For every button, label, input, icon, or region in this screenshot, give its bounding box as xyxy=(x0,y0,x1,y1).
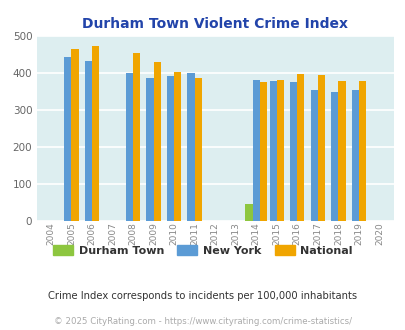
Legend: Durham Town, New York, National: Durham Town, New York, National xyxy=(49,241,356,260)
Title: Durham Town Violent Crime Index: Durham Town Violent Crime Index xyxy=(82,17,347,31)
Bar xyxy=(358,81,365,221)
Bar xyxy=(310,90,317,221)
Bar xyxy=(245,205,252,221)
Bar xyxy=(92,46,99,221)
Bar xyxy=(330,92,337,221)
Bar xyxy=(85,61,92,221)
Bar xyxy=(269,81,276,221)
Bar xyxy=(317,76,324,221)
Bar xyxy=(351,89,358,221)
Bar xyxy=(296,74,304,221)
Bar xyxy=(252,80,259,221)
Bar xyxy=(276,80,283,221)
Bar xyxy=(337,81,345,221)
Bar xyxy=(174,72,181,221)
Bar xyxy=(166,76,174,221)
Bar xyxy=(71,49,79,221)
Bar xyxy=(64,57,71,221)
Bar xyxy=(126,73,133,221)
Bar xyxy=(259,82,266,221)
Text: Crime Index corresponds to incidents per 100,000 inhabitants: Crime Index corresponds to incidents per… xyxy=(48,291,357,301)
Bar xyxy=(133,53,140,221)
Bar xyxy=(290,82,296,221)
Text: © 2025 CityRating.com - https://www.cityrating.com/crime-statistics/: © 2025 CityRating.com - https://www.city… xyxy=(54,317,351,326)
Bar xyxy=(153,62,160,221)
Bar xyxy=(187,73,194,221)
Bar xyxy=(146,79,153,221)
Bar xyxy=(194,78,201,221)
